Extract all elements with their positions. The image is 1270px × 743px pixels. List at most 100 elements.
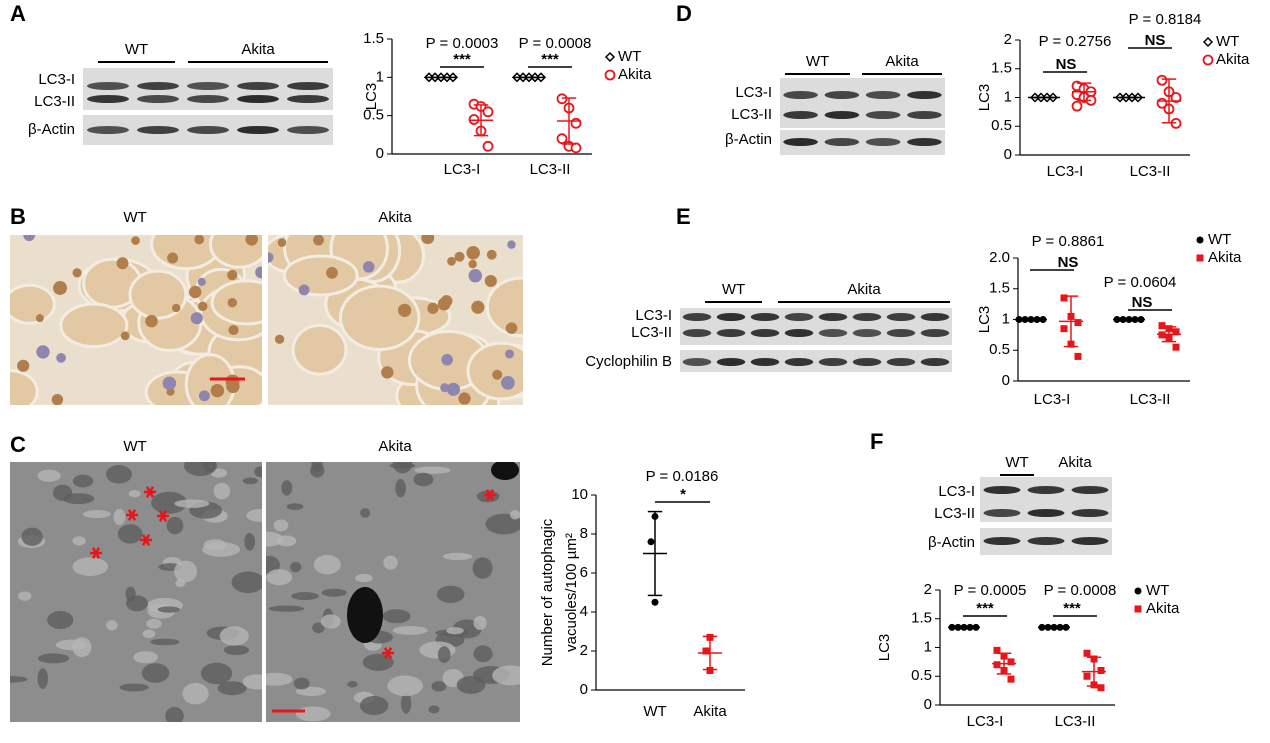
panel-label: B — [10, 204, 26, 229]
nucleus — [51, 393, 64, 405]
legend-label: Akita — [1208, 249, 1242, 266]
blot-band — [1071, 509, 1109, 517]
data-point — [1007, 675, 1015, 683]
blot-row-label: LC3-II — [631, 324, 672, 341]
blot-band — [818, 358, 848, 366]
data-point — [1071, 100, 1083, 112]
nucleus — [145, 314, 158, 328]
x-tick-label: LC3-I — [444, 161, 481, 178]
data-point — [1083, 649, 1091, 657]
organelle — [200, 662, 233, 685]
significance: *** — [541, 51, 559, 68]
data-point — [1083, 672, 1091, 680]
blot-band — [824, 138, 860, 146]
blot-band — [865, 138, 901, 146]
blot-band — [818, 313, 848, 321]
blot-band — [784, 329, 814, 337]
granule — [347, 587, 383, 643]
organelle — [223, 645, 250, 656]
y-axis-label: LC3 — [876, 634, 893, 662]
blot-band — [716, 329, 746, 337]
significance: *** — [453, 51, 471, 68]
tubule — [485, 276, 523, 338]
blot-band — [287, 82, 329, 90]
nucleus — [162, 376, 177, 391]
blot-band — [187, 126, 229, 134]
data-point — [702, 647, 710, 655]
nucleus — [507, 240, 516, 249]
organelle — [359, 695, 389, 716]
blot-band — [920, 358, 950, 366]
organelle — [242, 477, 258, 485]
data-point — [1097, 667, 1105, 674]
nucleus — [120, 331, 130, 341]
organelle — [291, 592, 319, 601]
legend-marker — [1202, 54, 1214, 66]
blot-band — [865, 91, 901, 99]
blot-band — [920, 313, 950, 321]
blot-row-label: LC3-I — [735, 84, 772, 101]
blot-group-label: WT — [1005, 454, 1028, 471]
panel-label: E — [676, 204, 691, 229]
nucleus — [227, 298, 238, 308]
tubule — [338, 284, 421, 351]
organelle — [311, 462, 323, 473]
organelle — [21, 527, 43, 546]
organelle — [242, 674, 262, 690]
nucleus — [210, 383, 225, 398]
organelle — [313, 554, 341, 575]
y-tick-label: 0.5 — [363, 107, 384, 124]
y-tick-label: 0 — [1002, 372, 1010, 389]
data-point — [1007, 658, 1015, 666]
organelle — [383, 555, 398, 570]
nucleus — [171, 303, 181, 313]
nucleus — [471, 300, 485, 314]
organelle — [174, 499, 210, 508]
y-tick-label: 0 — [1004, 146, 1012, 163]
y-tick-label: 2 — [924, 581, 932, 598]
tubule — [282, 254, 359, 297]
data-point — [1172, 328, 1180, 336]
legend-marker — [1196, 236, 1204, 244]
data-point — [1074, 352, 1082, 360]
data-point — [570, 117, 582, 129]
blot-group-label: WT — [125, 41, 148, 58]
blot-band — [983, 486, 1021, 494]
blot-band — [784, 313, 814, 321]
blot-row-label: LC3-II — [731, 106, 772, 123]
blot-band — [237, 95, 279, 103]
organelle — [312, 622, 325, 634]
significance: * — [680, 486, 686, 503]
nucleus — [255, 266, 262, 279]
p-value: P = 0.0005 — [954, 582, 1027, 599]
nucleus — [298, 284, 310, 296]
organelle — [290, 561, 302, 573]
organelle — [472, 557, 493, 579]
y-tick-label: 1 — [376, 68, 384, 85]
organelle — [37, 469, 61, 482]
legend-label: WT — [1208, 231, 1231, 248]
blot-group-label: Akita — [847, 281, 881, 298]
legend-label: WT — [1146, 582, 1169, 599]
blot-band — [907, 91, 942, 99]
organelle — [174, 560, 198, 583]
organelle — [492, 665, 520, 686]
organelle — [509, 510, 520, 520]
organelle — [266, 672, 293, 686]
asterisk — [91, 547, 101, 559]
organelle — [202, 462, 216, 473]
granule — [491, 462, 519, 480]
blot-row-label: LC3-I — [38, 71, 75, 88]
organelle — [217, 681, 247, 696]
x-tick-label: LC3-II — [1130, 391, 1171, 408]
asterisk — [158, 510, 168, 522]
nucleus — [441, 353, 453, 366]
p-value: P = 0.8184 — [1129, 11, 1202, 28]
tubule — [59, 302, 129, 349]
organelle — [119, 683, 149, 692]
nucleus — [454, 251, 465, 262]
tubule — [10, 369, 39, 405]
y-tick-label: 0.5 — [991, 117, 1012, 134]
organelle — [113, 508, 126, 526]
organelle — [446, 627, 464, 635]
